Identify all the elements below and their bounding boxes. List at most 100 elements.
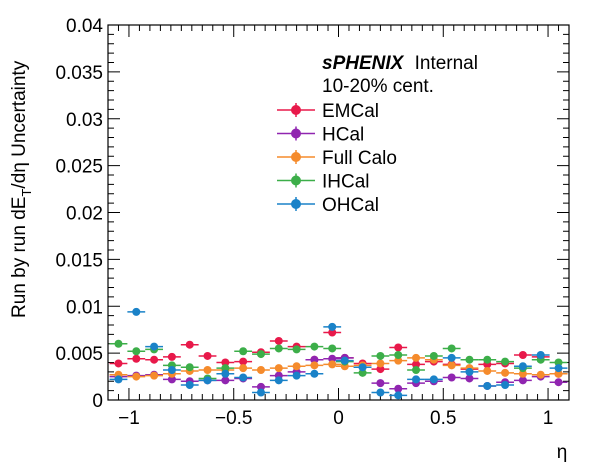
data-point xyxy=(447,373,456,382)
data-point xyxy=(239,364,248,373)
data-point xyxy=(554,364,563,373)
ylabel-rest: /dη Uncertainty xyxy=(9,60,30,188)
x-tick-label: 1 xyxy=(543,408,554,429)
data-point xyxy=(447,361,456,370)
data-point xyxy=(274,376,283,385)
data-point xyxy=(376,365,385,374)
data-point xyxy=(150,342,159,351)
data-point xyxy=(376,359,385,368)
data-point xyxy=(185,340,194,349)
data-point xyxy=(310,355,319,364)
data-point xyxy=(328,344,337,353)
legend-label: IHCal xyxy=(322,172,370,193)
y-tick-label: 0.035 xyxy=(55,63,103,84)
legend-item-emcal: EMCal xyxy=(277,101,379,122)
data-point xyxy=(340,356,349,365)
data-point xyxy=(132,354,141,363)
brand-suffix: Internal xyxy=(415,53,478,74)
data-point xyxy=(465,355,474,364)
data-point xyxy=(167,375,176,384)
data-point xyxy=(132,372,141,381)
data-point xyxy=(256,366,265,374)
data-point xyxy=(310,369,319,378)
legend-marker xyxy=(291,152,301,162)
data-point xyxy=(376,388,385,397)
data-point xyxy=(429,375,438,384)
data-point xyxy=(221,369,230,378)
legend-marker xyxy=(291,175,301,186)
y-tick-label: 0.015 xyxy=(55,250,103,271)
data-point xyxy=(518,376,527,385)
data-point xyxy=(221,358,230,367)
data-point xyxy=(203,366,212,374)
data-point xyxy=(310,342,319,351)
data-point xyxy=(412,366,421,374)
x-tick-labels: −1 −0.5 0 0.5 1 xyxy=(118,408,553,429)
y-tick-labels: 0 0.005 0.01 0.015 0.02 0.025 0.03 0.035 0.04 xyxy=(55,16,103,412)
data-point xyxy=(358,368,367,377)
data-point xyxy=(256,350,265,359)
y-tick-label: 0.005 xyxy=(55,344,103,365)
data-point xyxy=(239,357,248,366)
data-point xyxy=(203,376,212,385)
data-point xyxy=(167,352,176,361)
data-point xyxy=(518,369,527,378)
data-point xyxy=(465,367,474,376)
data-point xyxy=(412,353,421,362)
data-point xyxy=(501,368,510,377)
legend-item-ihcal: IHCal xyxy=(277,172,370,193)
brand-name: sPHENIX xyxy=(322,53,405,74)
series-ihcal xyxy=(109,339,568,383)
data-point xyxy=(256,388,265,397)
data-point xyxy=(518,351,527,359)
data-point xyxy=(167,366,176,374)
data-point xyxy=(132,307,141,316)
data-point xyxy=(114,359,123,368)
data-point xyxy=(447,344,456,353)
data-point xyxy=(221,376,230,385)
x-tick-label: 0 xyxy=(333,408,344,429)
series-ohcal xyxy=(109,307,568,400)
data-points xyxy=(109,307,568,400)
data-point xyxy=(328,322,337,331)
data-point xyxy=(483,355,492,364)
data-point xyxy=(483,381,492,390)
data-point xyxy=(501,357,510,366)
data-point xyxy=(394,351,403,359)
data-point xyxy=(185,381,194,389)
data-point xyxy=(239,347,248,356)
data-point xyxy=(412,360,421,369)
data-point xyxy=(256,382,265,391)
data-point xyxy=(114,339,123,348)
data-point xyxy=(203,351,212,360)
data-point xyxy=(358,363,367,372)
data-point xyxy=(554,378,563,387)
data-point xyxy=(554,358,563,367)
data-point xyxy=(185,363,194,372)
y-tick-label: 0.02 xyxy=(66,204,103,225)
legend-marker xyxy=(291,128,301,139)
ylabel-main: Run by run dE xyxy=(9,197,30,318)
data-point xyxy=(274,344,283,353)
x-tick-label: 0.5 xyxy=(430,408,456,429)
data-point xyxy=(394,356,403,365)
y-tick-label: 0 xyxy=(92,391,103,412)
data-point xyxy=(518,362,527,371)
legend-label: HCal xyxy=(322,125,364,146)
data-point xyxy=(429,351,438,360)
data-point xyxy=(554,369,563,378)
data-point xyxy=(221,364,230,373)
data-point xyxy=(328,328,337,337)
x-tick-label: −1 xyxy=(118,408,140,429)
data-point xyxy=(483,366,492,375)
data-point xyxy=(328,354,337,363)
x-tick-label: −0.5 xyxy=(215,408,253,429)
y-tick-label: 0.04 xyxy=(66,16,103,37)
data-point xyxy=(150,355,159,364)
data-point xyxy=(501,381,510,389)
data-point xyxy=(114,375,123,384)
data-point xyxy=(274,336,283,345)
data-point xyxy=(394,384,403,393)
